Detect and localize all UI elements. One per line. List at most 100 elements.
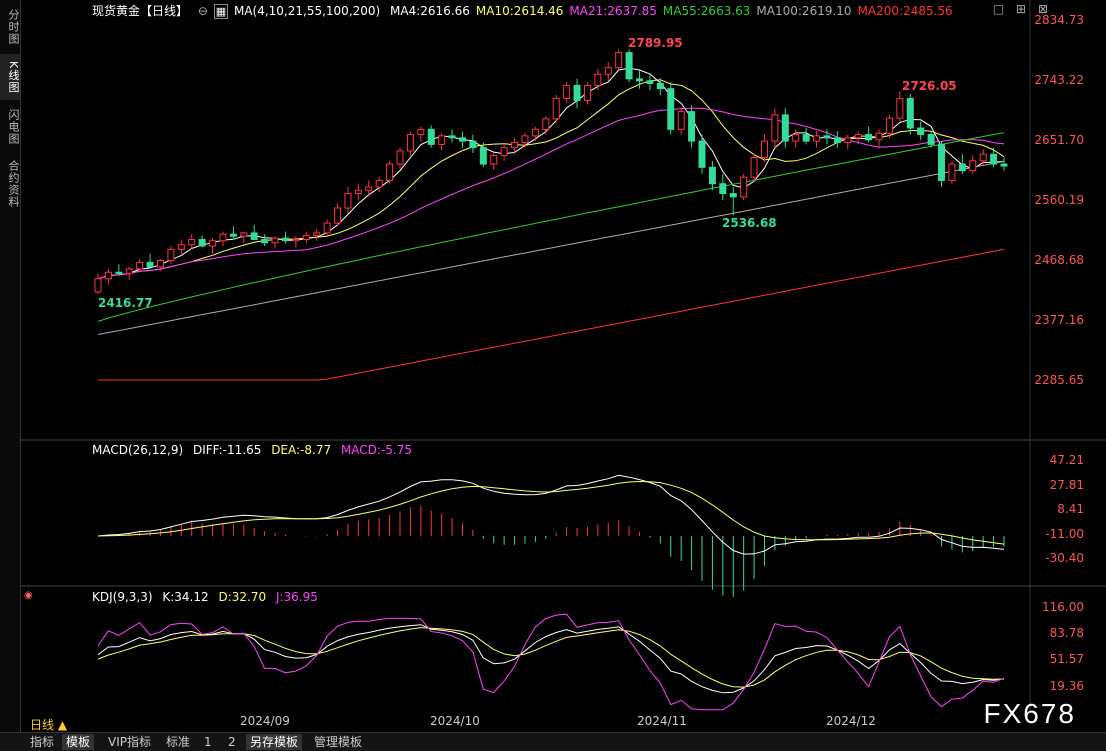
sidebar: 分时图 K线图 闪电图 合约资料 bbox=[0, 0, 21, 732]
y-tick: 2468.68 bbox=[1034, 253, 1084, 267]
candle-body bbox=[511, 141, 519, 149]
tab-2[interactable]: 2 bbox=[228, 735, 236, 749]
settings-icon[interactable]: ▦ bbox=[213, 4, 229, 19]
candle-body bbox=[604, 67, 612, 75]
candle-body bbox=[417, 128, 425, 136]
main-legend: 现货黄金【日线】 ⊖ ▦ MA(4,10,21,55,100,200) MA4:… bbox=[92, 2, 965, 19]
minimize-icon[interactable]: □ bbox=[992, 2, 1005, 16]
candle-body bbox=[698, 140, 706, 168]
kdj-d: D:32.70 bbox=[218, 590, 267, 604]
x-tick: 2024/10 bbox=[430, 714, 480, 728]
candle-body bbox=[708, 166, 716, 185]
candle-body bbox=[833, 137, 841, 143]
macd-dea-line bbox=[97, 480, 1005, 545]
candle-body bbox=[292, 238, 300, 242]
ma-value-2: MA21:2637.85 bbox=[569, 4, 657, 18]
candle-body bbox=[938, 143, 946, 181]
candle-body bbox=[948, 163, 956, 181]
candle-body bbox=[990, 153, 998, 165]
chart-canvas[interactable] bbox=[0, 0, 1106, 732]
candle-body bbox=[844, 137, 852, 143]
low-annotation: 2536.68 bbox=[722, 216, 777, 230]
y-tick: 27.81 bbox=[1049, 477, 1084, 492]
candle-body bbox=[302, 235, 310, 240]
y-tick: 19.36 bbox=[1049, 678, 1084, 693]
candle-body bbox=[677, 111, 685, 130]
y-tick: -11.00 bbox=[1045, 526, 1084, 541]
candle-body bbox=[531, 128, 539, 137]
tab-manage-templates[interactable]: 管理模板 bbox=[314, 735, 363, 749]
macd-diff: DIFF:-11.65 bbox=[192, 443, 262, 457]
candle-body bbox=[885, 117, 893, 134]
kdj-settings-icon[interactable]: ◉ bbox=[24, 590, 33, 601]
candle-body bbox=[334, 207, 342, 224]
close-icon[interactable]: ⊠ bbox=[1037, 2, 1048, 16]
candle-body bbox=[979, 153, 987, 162]
kdj-plot bbox=[97, 613, 1005, 711]
candle-body bbox=[188, 238, 196, 246]
macd-legend: MACD(26,12,9) DIFF:-11.65 DEA:-8.77 MACD… bbox=[92, 443, 418, 457]
y-tick: 116.00 bbox=[1042, 600, 1084, 614]
tab-1[interactable]: 1 bbox=[204, 735, 212, 749]
restore-icon[interactable]: ⊞ bbox=[1016, 2, 1027, 16]
candle-body bbox=[719, 183, 727, 195]
tab-standard[interactable]: 标准 bbox=[166, 735, 191, 749]
candle-body bbox=[771, 114, 779, 142]
candle-body bbox=[750, 157, 758, 178]
candle-body bbox=[636, 78, 644, 82]
candle-body bbox=[781, 114, 789, 142]
candle-body bbox=[156, 259, 164, 268]
ma4-line bbox=[97, 67, 1005, 280]
tab-vip-indicators[interactable]: VIP指标 bbox=[108, 735, 151, 749]
candle-body bbox=[438, 135, 446, 145]
candle-body bbox=[729, 193, 737, 198]
candle-body bbox=[146, 261, 154, 268]
sidebar-tab-contract[interactable]: 合约资料 bbox=[7, 160, 20, 208]
macd-title: MACD(26,12,9) bbox=[92, 443, 184, 457]
sidebar-tab-kline[interactable]: K线图 bbox=[0, 54, 20, 100]
collapse-icon[interactable]: ⊖ bbox=[197, 4, 208, 18]
ma55-line bbox=[97, 132, 1005, 322]
tab-templates[interactable]: 模板 bbox=[62, 734, 95, 750]
macd-dea: DEA:-8.77 bbox=[271, 443, 332, 457]
candle-body bbox=[219, 233, 227, 242]
y-tick: 8.41 bbox=[1057, 502, 1084, 517]
ma-value-0: MA4:2616.66 bbox=[390, 4, 470, 18]
candle-body bbox=[802, 134, 810, 142]
sidebar-tab-flash[interactable]: 闪电图 bbox=[7, 109, 20, 145]
tab-indicators[interactable]: 指标 bbox=[30, 735, 55, 749]
ma-value-3: MA55:2663.63 bbox=[662, 4, 751, 18]
candle-body bbox=[792, 134, 800, 142]
y-tick: 2651.70 bbox=[1034, 133, 1084, 147]
candle-body bbox=[896, 98, 904, 119]
candle-body bbox=[448, 135, 456, 139]
candle-body bbox=[365, 186, 373, 191]
candle-body bbox=[500, 147, 508, 157]
candle-body bbox=[854, 134, 862, 139]
x-tick: 2024/09 bbox=[240, 714, 290, 728]
tab-save-template[interactable]: 另存模板 bbox=[246, 734, 303, 750]
candle-body bbox=[281, 237, 289, 242]
candle-body bbox=[354, 189, 362, 195]
candle-body bbox=[323, 222, 331, 234]
ma-lines bbox=[97, 67, 1005, 381]
x-tick: 2024/12 bbox=[826, 714, 876, 728]
candle-body bbox=[198, 238, 206, 247]
candle-body bbox=[594, 73, 602, 86]
start-low-annotation: 2416.77 bbox=[98, 296, 153, 310]
candle-body bbox=[229, 233, 237, 237]
candle-body bbox=[136, 261, 144, 270]
candle-body bbox=[458, 137, 466, 142]
period-selector[interactable]: 日线 ▲ bbox=[30, 718, 68, 732]
candle-body bbox=[552, 98, 560, 120]
bottom-toolbar: 指标 模板 VIP指标 标准 1 2 另存模板 管理模板 bbox=[0, 732, 1106, 751]
sidebar-tab-timeshare[interactable]: 分时图 bbox=[7, 9, 20, 45]
candle-body bbox=[1000, 163, 1008, 167]
macd-value: MACD:-5.75 bbox=[340, 443, 412, 457]
candle-body bbox=[760, 140, 768, 159]
candle-body bbox=[813, 135, 821, 142]
candle-body bbox=[667, 88, 675, 130]
candle-body bbox=[917, 127, 925, 136]
ma-value-5: MA200:2485.56 bbox=[857, 4, 953, 18]
candle-body bbox=[542, 118, 550, 130]
